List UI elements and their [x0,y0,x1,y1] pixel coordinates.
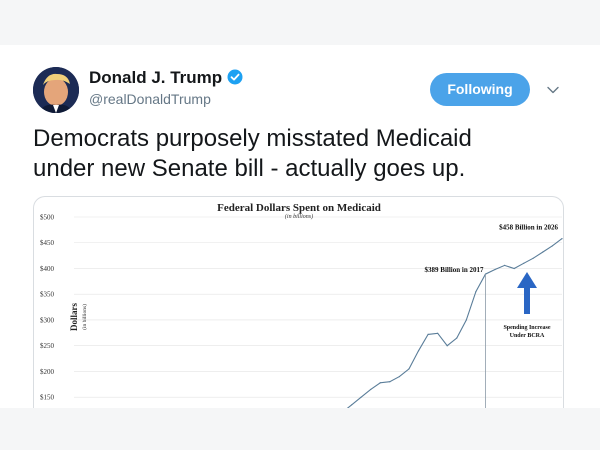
data-point [542,251,544,253]
chevron-down-icon[interactable] [546,83,560,97]
data-point [437,332,439,334]
y-tick-label: $300 [40,316,55,324]
y-tick-label: $200 [40,368,55,376]
avatar[interactable] [33,67,79,113]
chart-series-line [346,238,563,408]
tweet-text: Democrats purposely misstated Medicaid u… [33,124,573,184]
data-point [350,404,353,406]
arrow-up-icon [517,272,537,314]
chart-points [350,238,563,406]
medicaid-chart: $150 $200 $250 $300 $350 $400 $450 $500 Federal… [40,202,563,408]
chart-grid [74,216,562,398]
author-name-text[interactable]: Donald J. Trump [89,68,223,87]
tweet-media-chart[interactable]: $150 $200 $250 $300 $350 $400 $450 $500 Federal… [33,196,564,408]
annotation-2026: $458 Billion in 2026 [499,224,558,232]
data-point [408,368,410,370]
top-background [0,0,600,45]
data-point [398,375,400,378]
verified-badge-icon [227,69,243,85]
tweet-text-line-1: Democrats purposely misstated Medicaid [33,125,472,152]
data-point [379,382,381,384]
data-point [389,381,391,383]
following-button[interactable]: Following [430,73,530,106]
data-point [427,333,429,335]
annotation-2017: $389 Billion in 2017 [425,266,484,274]
y-tick-label: $150 [40,394,55,402]
callout-line-2: Under BCRA [510,333,545,339]
y-tick-label: $250 [40,342,55,350]
data-point [523,262,525,264]
chart-title: Federal Dollars Spent on Medicaid [217,202,381,214]
data-point [513,267,515,270]
tweet-text-line-2: under new Senate bill - actually goes up… [33,155,466,182]
data-point [561,238,563,240]
data-point [417,350,420,352]
data-point [551,245,554,247]
data-point [456,337,458,339]
y-axis-label: Dollars [69,303,79,331]
chart-y-axis: $150 $200 $250 $300 $350 $400 $450 $500 [40,214,55,402]
bottom-background [0,408,600,450]
author-handle[interactable]: @realDonaldTrump [89,91,211,107]
chart-subtitle: (in billions) [285,213,313,220]
callout-line-1: Spending Increase [503,325,550,331]
data-point [504,264,506,266]
data-point [475,291,477,293]
data-point [446,345,448,347]
y-tick-label: $400 [40,265,55,273]
y-axis-sublabel: (in billions) [81,304,88,330]
y-tick-label: $500 [40,214,55,222]
data-point [370,388,372,391]
data-point [465,319,467,321]
data-point [532,257,534,259]
author-name[interactable]: Donald J. Trump [89,68,243,88]
y-tick-label: $450 [40,239,55,247]
data-point [360,396,362,398]
data-point [494,268,496,271]
y-tick-label: $350 [40,291,55,299]
